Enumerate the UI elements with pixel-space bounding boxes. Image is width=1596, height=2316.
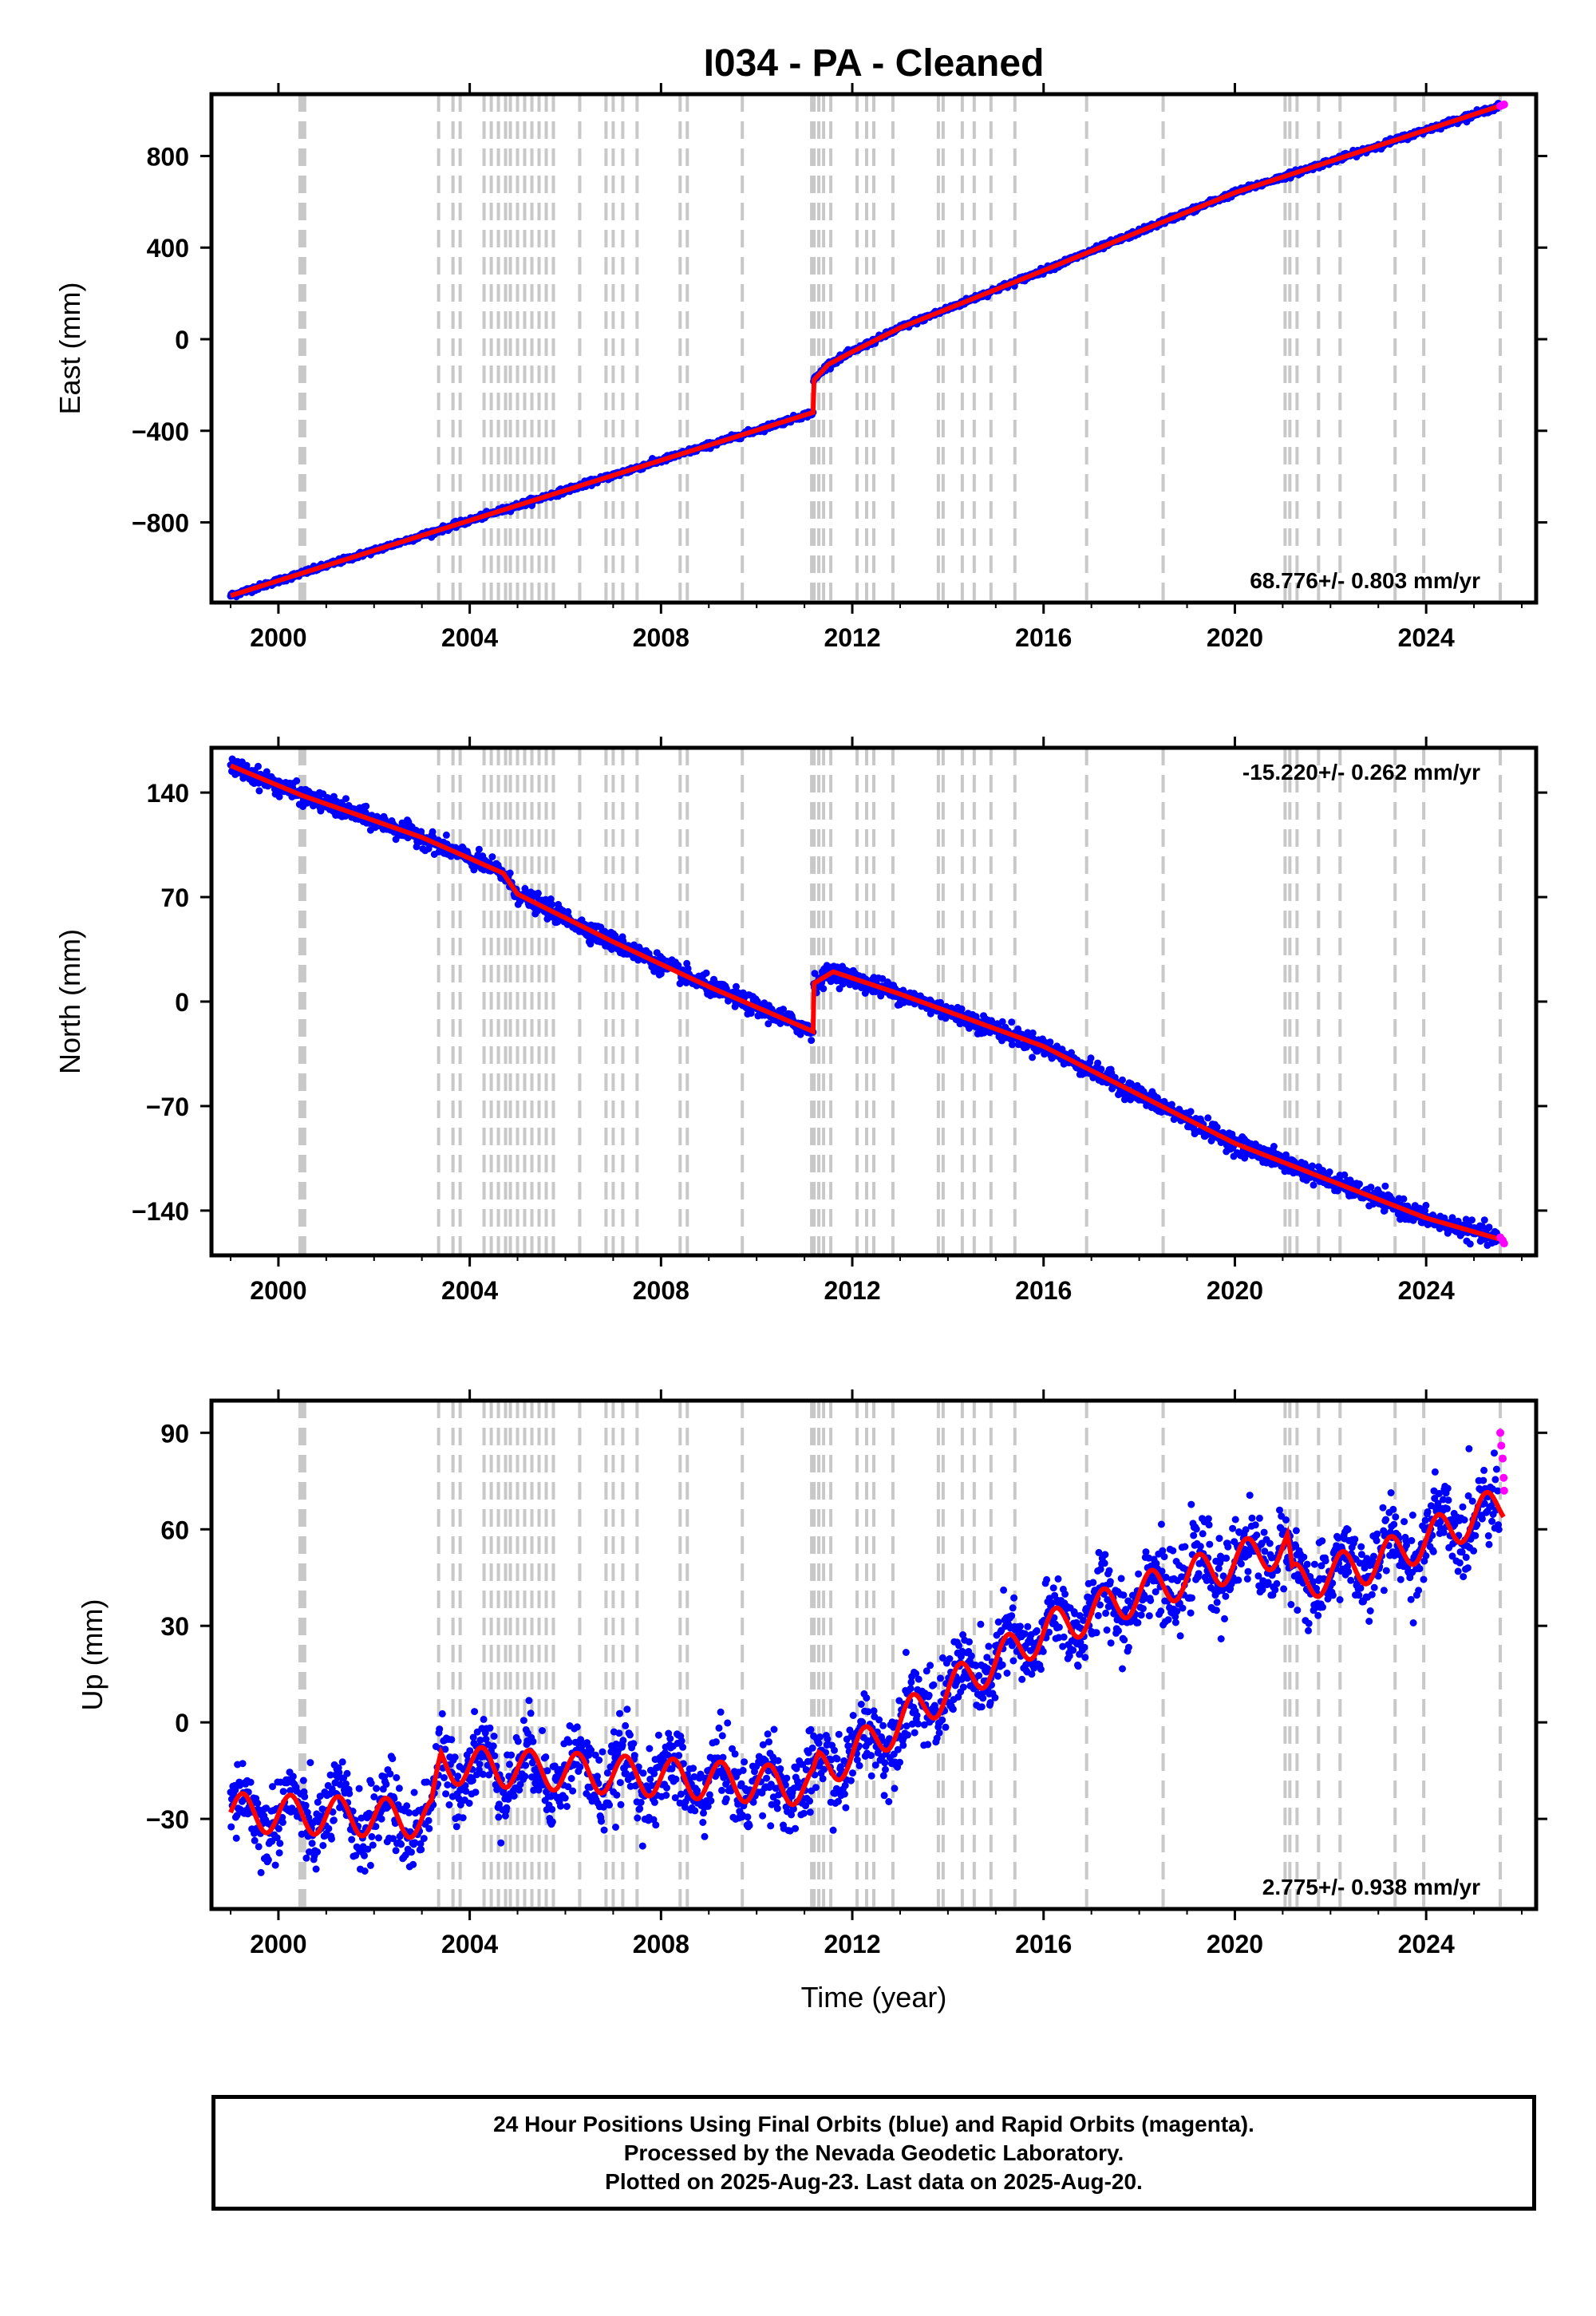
x-tick-label: 2012 bbox=[824, 623, 880, 652]
rate-label: 68.776+/- 0.803 mm/yr bbox=[1250, 568, 1480, 593]
y-tick-label: 60 bbox=[160, 1516, 189, 1544]
chart-title: I034 - PA - Cleaned bbox=[704, 42, 1045, 85]
x-tick-label: 2004 bbox=[441, 623, 498, 652]
y-axis-label: Up (mm) bbox=[76, 1599, 109, 1711]
y-tick-label: 800 bbox=[147, 142, 189, 171]
footer-line-2: Processed by the Nevada Geodetic Laborat… bbox=[623, 2140, 1124, 2165]
equipment-change-lines bbox=[298, 1401, 1503, 1909]
x-tick-label: 2016 bbox=[1015, 1276, 1072, 1305]
up-panel: 2000 2004 2008 2012 2016 2020 2024 −30 0 30 60 90 Up… bbox=[76, 1389, 1547, 1958]
rate-label: 2.775+/- 0.938 mm/yr bbox=[1262, 1875, 1480, 1899]
x-tick-label: 2000 bbox=[250, 1930, 306, 1958]
x-tick-label: 2020 bbox=[1207, 1276, 1263, 1305]
x-tick-label: 2016 bbox=[1015, 623, 1072, 652]
model-fit-line bbox=[229, 763, 1504, 1243]
rapid-orbit-point bbox=[1499, 100, 1508, 109]
x-tick-label: 2012 bbox=[824, 1930, 880, 1958]
east-panel: 2000 2004 2008 2012 2016 2020 2024 −800 −400 0 400… bbox=[53, 83, 1547, 652]
y-tick-label: 400 bbox=[147, 234, 189, 263]
x-tick-label: 2008 bbox=[633, 623, 689, 652]
final-orbit-points bbox=[227, 100, 1503, 601]
x-tick-label: 2024 bbox=[1398, 1930, 1455, 1958]
x-tick-label: 2012 bbox=[824, 1276, 880, 1305]
equipment-change-lines bbox=[298, 94, 1503, 603]
y-tick-label: −800 bbox=[132, 509, 189, 538]
x-tick-label: 2020 bbox=[1207, 623, 1263, 652]
y-tick-label: 140 bbox=[147, 779, 189, 808]
x-tick-label: 2000 bbox=[250, 623, 306, 652]
rapid-orbit-point bbox=[1499, 1473, 1508, 1482]
rapid-orbit-point bbox=[1496, 1429, 1505, 1437]
model-fit-line bbox=[228, 1489, 1506, 1840]
footer-line-3: Plotted on 2025-Aug-23. Last data on 202… bbox=[605, 2169, 1143, 2194]
plot-frame bbox=[209, 1398, 1539, 1911]
x-tick-label: 2024 bbox=[1398, 623, 1455, 652]
x-tick-label: 2016 bbox=[1015, 1930, 1072, 1958]
y-tick-label: −140 bbox=[132, 1197, 189, 1226]
x-tick-label: 2024 bbox=[1398, 1276, 1455, 1305]
rapid-orbit-point bbox=[1497, 1441, 1506, 1450]
y-axis-label: East (mm) bbox=[53, 283, 86, 415]
rapid-orbit-point bbox=[1499, 1486, 1508, 1495]
final-orbit-points bbox=[227, 1445, 1503, 1876]
y-tick-label: −30 bbox=[146, 1805, 189, 1834]
x-axis-label: Time (year) bbox=[801, 1981, 947, 2014]
rate-label: -15.220+/- 0.262 mm/yr bbox=[1242, 760, 1480, 785]
y-tick-label: 30 bbox=[160, 1612, 189, 1641]
north-panel: 2000 2004 2008 2012 2016 2020 2024 −140 −70 0 70 14… bbox=[53, 737, 1547, 1305]
rapid-orbit-point bbox=[1499, 1454, 1507, 1463]
footer-line-1: 24 Hour Positions Using Final Orbits (bl… bbox=[493, 2112, 1254, 2136]
final-orbit-point-cloud bbox=[227, 1445, 1503, 1876]
rapid-orbit-point bbox=[1499, 1239, 1508, 1248]
y-tick-label: 70 bbox=[160, 883, 189, 912]
plot-frame bbox=[209, 92, 1539, 605]
x-tick-label: 2000 bbox=[250, 1276, 306, 1305]
x-tick-label: 2008 bbox=[633, 1276, 689, 1305]
x-tick-label: 2004 bbox=[441, 1276, 498, 1305]
x-tick-label: 2004 bbox=[441, 1930, 498, 1958]
x-tick-label: 2020 bbox=[1207, 1930, 1263, 1958]
y-tick-label: −70 bbox=[146, 1093, 189, 1121]
final-orbit-point-cloud bbox=[227, 100, 1503, 601]
y-tick-label: 0 bbox=[175, 988, 189, 1017]
y-tick-label: 0 bbox=[175, 1709, 189, 1737]
model-fit-line bbox=[230, 102, 1505, 599]
y-tick-label: 90 bbox=[160, 1419, 189, 1448]
y-tick-label: 0 bbox=[175, 326, 189, 354]
footer-box: 24 Hour Positions Using Final Orbits (bl… bbox=[211, 2095, 1536, 2211]
x-tick-label: 2008 bbox=[633, 1930, 689, 1958]
y-axis-label: North (mm) bbox=[53, 929, 86, 1074]
y-tick-label: −400 bbox=[132, 417, 189, 446]
